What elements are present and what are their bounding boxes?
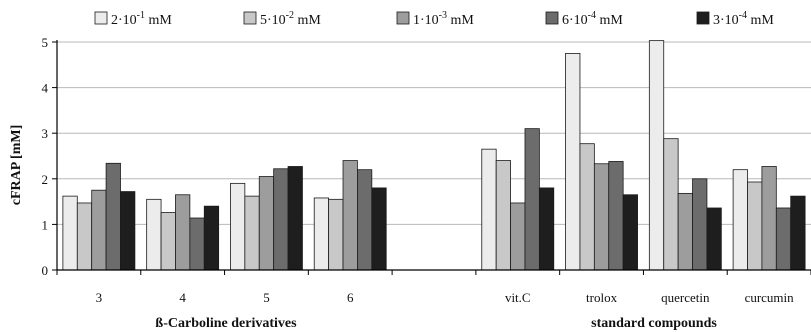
y-tick-label: 3 bbox=[42, 126, 49, 141]
group-label-standard: standard compounds bbox=[591, 316, 717, 331]
bar bbox=[62, 195, 78, 271]
y-axis-title: cFRAP [mM] bbox=[9, 125, 24, 205]
y-tick-label: 1 bbox=[42, 217, 49, 232]
legend-label: 3·10-4 mM bbox=[713, 10, 774, 28]
bar bbox=[593, 163, 610, 271]
bar bbox=[189, 217, 205, 271]
legend-item: 2·10-1 mM bbox=[94, 10, 172, 28]
bar bbox=[648, 40, 665, 271]
x-tick-label: 3 bbox=[96, 290, 103, 305]
legend-swatch bbox=[696, 11, 710, 25]
bar bbox=[371, 187, 387, 271]
legend-item: 3·10-4 mM bbox=[696, 10, 774, 28]
axes: 0 1 2 3 4 5 3 4 5 6 vit.C trolox quercetin curcumin bbox=[42, 35, 811, 305]
x-tick-label: 5 bbox=[263, 290, 270, 305]
bar bbox=[230, 182, 246, 271]
x-tick-label: vit.C bbox=[505, 290, 531, 305]
bar bbox=[692, 178, 708, 271]
legend-swatch bbox=[396, 11, 410, 25]
x-tick-label: 4 bbox=[179, 290, 186, 305]
legend-item: 6·10-4 mM bbox=[545, 10, 623, 28]
bar bbox=[146, 198, 162, 271]
bar bbox=[481, 148, 497, 271]
bar bbox=[579, 143, 595, 271]
bar bbox=[761, 166, 777, 271]
bar bbox=[105, 162, 121, 271]
bar bbox=[175, 194, 191, 271]
legend-label: 5·10-2 mM bbox=[260, 10, 321, 28]
y-tick-label: 4 bbox=[42, 81, 49, 96]
legend-label: 6·10-4 mM bbox=[562, 10, 623, 28]
bar bbox=[273, 168, 289, 271]
bar bbox=[495, 160, 511, 271]
bar bbox=[160, 212, 176, 271]
bar bbox=[328, 198, 344, 271]
legend-swatch bbox=[94, 11, 108, 25]
y-tick-label: 5 bbox=[42, 35, 49, 50]
bars bbox=[62, 40, 806, 271]
legend-label: 1·10-3 mM bbox=[413, 10, 474, 28]
bar bbox=[608, 161, 624, 271]
bar bbox=[91, 189, 107, 271]
legend-item: 1·10-3 mM bbox=[396, 10, 474, 28]
bar bbox=[790, 195, 806, 271]
bar bbox=[342, 160, 358, 271]
x-tick-label: trolox bbox=[586, 290, 618, 305]
bar bbox=[732, 169, 748, 271]
bar bbox=[677, 192, 693, 271]
x-tick-label: 6 bbox=[347, 290, 354, 305]
y-tick-label: 2 bbox=[42, 172, 49, 187]
bar bbox=[524, 128, 540, 271]
bar bbox=[258, 176, 275, 271]
legend-swatch bbox=[243, 11, 257, 25]
legend-swatch bbox=[545, 11, 559, 25]
bar bbox=[747, 181, 763, 271]
bar bbox=[357, 169, 373, 271]
x-tick-label: quercetin bbox=[661, 290, 710, 305]
legend: 2·10-1 mM 5·10-2 mM 1·10-3 mM 6·10-4 mM 3·10… bbox=[94, 10, 774, 28]
bar bbox=[313, 197, 330, 271]
legend-label: 2·10-1 mM bbox=[111, 10, 172, 28]
x-tick-label: curcumin bbox=[745, 290, 795, 305]
bar bbox=[244, 195, 260, 271]
bar bbox=[622, 194, 638, 271]
bar bbox=[706, 207, 722, 271]
bar bbox=[565, 53, 581, 271]
bar bbox=[510, 202, 526, 271]
legend-item: 5·10-2 mM bbox=[243, 10, 321, 28]
group-label-carboline: ß-Carboline derivatives bbox=[155, 316, 297, 331]
bar bbox=[76, 202, 93, 271]
bar bbox=[775, 207, 792, 271]
y-tick-label: 0 bbox=[42, 263, 49, 278]
bar bbox=[538, 187, 555, 271]
bar bbox=[287, 166, 303, 271]
bar bbox=[663, 138, 679, 271]
bar bbox=[203, 205, 220, 271]
bar bbox=[120, 191, 136, 271]
